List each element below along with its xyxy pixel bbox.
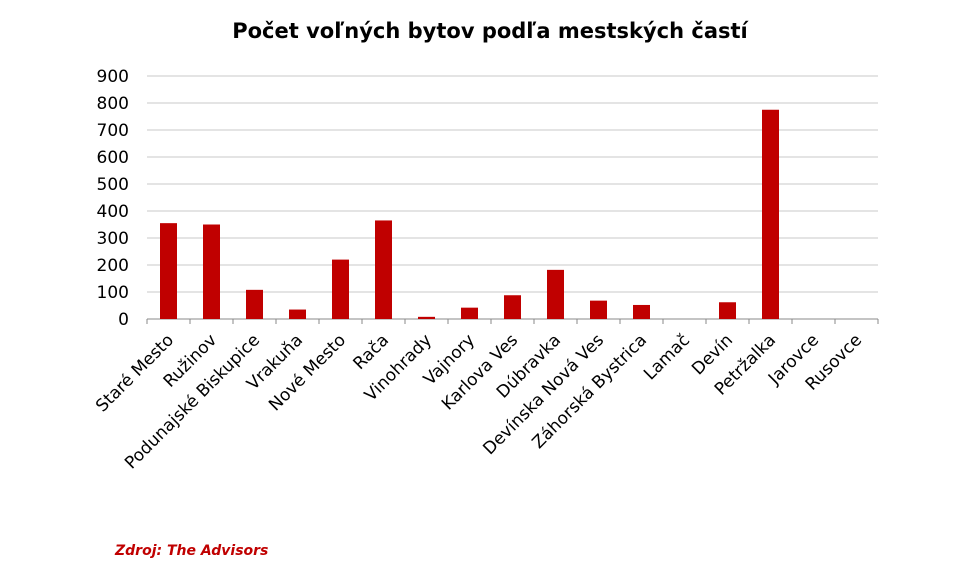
bar — [418, 316, 435, 319]
y-tick-label: 600 — [97, 148, 129, 168]
chart-title: Počet voľných bytov podľa mestských čast… — [232, 19, 749, 43]
bar — [762, 109, 779, 319]
bar — [633, 304, 650, 319]
bar — [547, 269, 564, 319]
y-tick-label: 500 — [97, 175, 129, 195]
y-tick-label: 700 — [97, 121, 129, 141]
y-tick-label: 0 — [118, 310, 129, 330]
y-tick-label: 900 — [97, 67, 129, 87]
bar — [375, 220, 392, 319]
bar — [461, 307, 478, 319]
bar — [332, 259, 349, 319]
y-tick-label: 300 — [97, 229, 129, 249]
bar — [289, 309, 306, 319]
bar — [504, 295, 521, 319]
bar — [590, 300, 607, 319]
y-tick-label: 400 — [97, 202, 129, 222]
x-tick-label: Lamač — [640, 330, 694, 384]
y-tick-label: 200 — [97, 256, 129, 276]
bar — [719, 302, 736, 319]
bar — [203, 224, 220, 319]
source-note: Zdroj: The Advisors — [114, 543, 268, 559]
bar — [246, 289, 263, 319]
bar — [160, 223, 177, 319]
y-tick-label: 100 — [97, 283, 129, 303]
y-tick-label: 800 — [97, 94, 129, 114]
